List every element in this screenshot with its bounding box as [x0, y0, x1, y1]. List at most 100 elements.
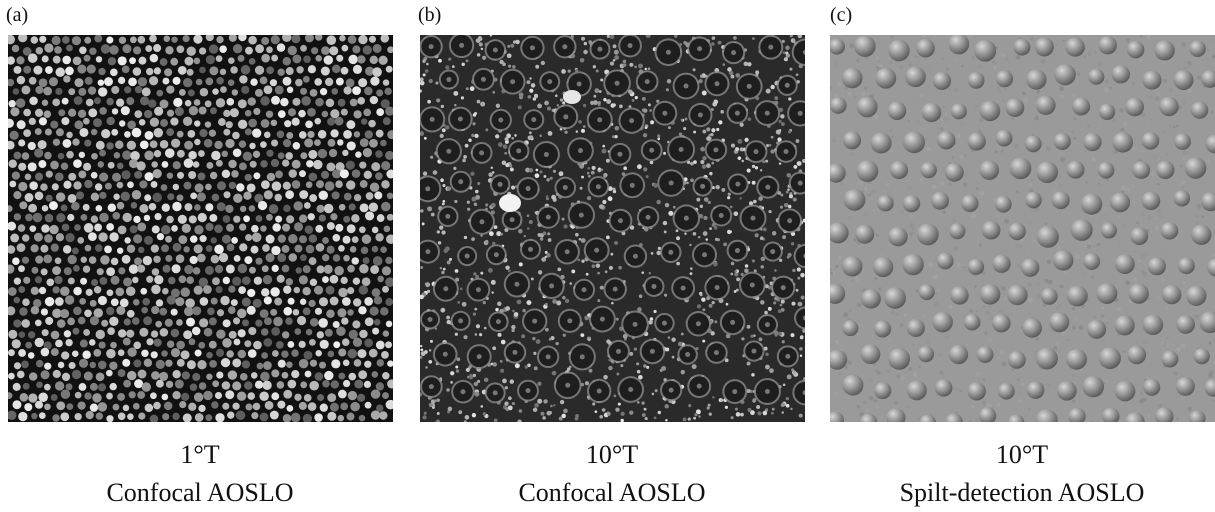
cone [222, 338, 231, 347]
cone [192, 306, 201, 315]
cone [935, 379, 953, 397]
rod [505, 306, 510, 311]
cone [129, 57, 136, 64]
rod [656, 200, 660, 204]
cone [262, 381, 271, 390]
texture [875, 405, 879, 409]
cone [138, 36, 146, 44]
cone [211, 237, 217, 243]
cone [25, 214, 33, 222]
rod [773, 301, 776, 304]
cone [104, 77, 113, 86]
rod [755, 70, 759, 74]
cone-core [633, 254, 638, 259]
rod [801, 295, 805, 299]
texture [937, 289, 940, 292]
texture [845, 366, 848, 369]
cone [23, 129, 31, 137]
cone [122, 359, 130, 367]
rod [449, 258, 452, 261]
rod [629, 63, 633, 67]
cone [338, 390, 347, 399]
cone [271, 159, 279, 167]
texture [1157, 403, 1162, 408]
cone [151, 285, 161, 295]
rod [786, 397, 789, 400]
cone [124, 318, 131, 325]
cone [56, 233, 64, 241]
texture [919, 94, 923, 98]
rod [752, 165, 755, 168]
cone [68, 109, 76, 117]
cone [1142, 71, 1161, 90]
texture [904, 314, 907, 317]
cone [1049, 312, 1069, 332]
cone [261, 288, 269, 296]
rod [450, 371, 454, 375]
cone [248, 349, 257, 358]
texture [1092, 100, 1095, 103]
cone [88, 87, 96, 95]
cone [253, 108, 260, 115]
cone [13, 152, 21, 160]
cone [166, 128, 174, 136]
cone [205, 203, 213, 211]
cone [94, 97, 101, 104]
rod [455, 269, 459, 273]
texture [1078, 151, 1081, 154]
cone [348, 373, 356, 381]
texture [1105, 337, 1110, 342]
cone-core [578, 148, 583, 153]
rod [606, 235, 610, 239]
cone [39, 78, 48, 87]
rod [760, 236, 764, 240]
rod [541, 257, 546, 262]
cone [75, 392, 82, 399]
cone [1191, 101, 1208, 118]
rod [643, 109, 647, 113]
cone [173, 184, 180, 191]
cone [33, 66, 42, 75]
cone [225, 390, 234, 399]
rod [658, 411, 662, 415]
cone [107, 117, 115, 125]
cone-core [481, 77, 486, 82]
cone [144, 215, 150, 221]
cone-core [597, 388, 602, 393]
cone [8, 349, 15, 356]
rod [763, 228, 767, 232]
cone [162, 161, 169, 168]
cone [44, 110, 52, 118]
cone [337, 139, 343, 145]
cone [170, 117, 178, 125]
cone-core [443, 286, 448, 291]
cone [99, 107, 107, 115]
rod [718, 120, 722, 124]
cone [343, 380, 350, 387]
cone [35, 173, 43, 181]
texture [944, 226, 948, 230]
rod [620, 364, 623, 367]
cone [920, 162, 936, 178]
rod [534, 403, 539, 408]
cone [122, 255, 131, 264]
cone [55, 381, 64, 390]
rod [483, 301, 486, 304]
cone [98, 87, 107, 96]
cone [344, 193, 352, 201]
cone [95, 205, 102, 212]
cone [222, 170, 230, 178]
texture [1025, 251, 1029, 255]
cone [14, 66, 22, 74]
cone [300, 152, 307, 159]
rod [536, 339, 541, 344]
texture [1028, 407, 1030, 409]
cone [18, 412, 27, 421]
cone [154, 128, 163, 137]
texture [1060, 94, 1064, 98]
texture [851, 280, 853, 282]
texture [1184, 47, 1187, 50]
cone [292, 54, 301, 63]
cone [24, 403, 32, 411]
rod [681, 333, 684, 336]
